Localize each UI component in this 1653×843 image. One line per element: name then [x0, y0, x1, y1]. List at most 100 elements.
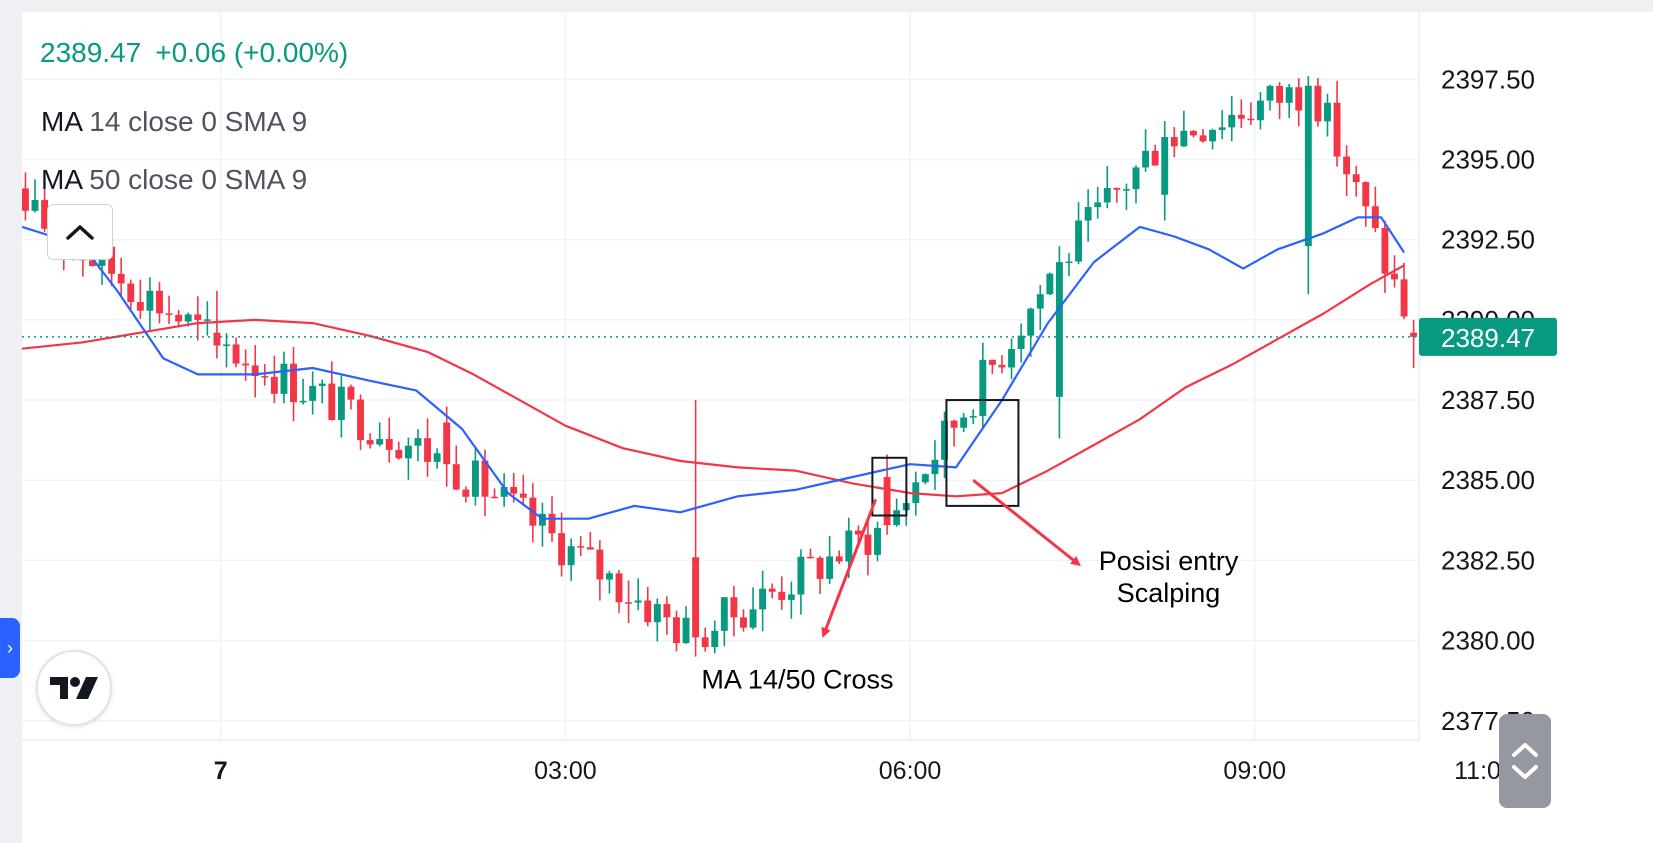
candle-body-up: [1180, 130, 1188, 147]
legend-ma50[interactable]: MA 50 close 0 SMA 9: [41, 164, 307, 196]
legend-ma14[interactable]: MA 14 close 0 SMA 9: [41, 106, 307, 138]
candle-body-up: [1142, 150, 1150, 168]
candle-body-down: [424, 438, 431, 462]
price-axis-bg: [1419, 12, 1653, 843]
ma14-line: [22, 216, 1406, 520]
candle-body-down: [519, 493, 527, 498]
price-tick-label: 2392.50: [1441, 225, 1535, 255]
candle-body-down: [41, 199, 49, 229]
candle-body-up: [1132, 167, 1140, 190]
candle-body-down: [1276, 86, 1284, 103]
candle-body-up: [759, 588, 767, 610]
candle-body-down: [89, 260, 96, 266]
candle-body-up: [1285, 87, 1293, 103]
candle-body-up: [31, 199, 39, 211]
candle-body-up: [1304, 85, 1312, 247]
candle-body-down: [270, 376, 278, 394]
candle-body-down: [644, 600, 652, 623]
scroll-buttons[interactable]: [1499, 714, 1551, 808]
candle-body-up: [797, 556, 805, 595]
candle-body-down: [232, 344, 240, 364]
sidebar-toggle[interactable]: ›: [0, 618, 20, 678]
price-tick-label: 2380.00: [1441, 626, 1535, 656]
ma50-line: [22, 264, 1405, 498]
candle-body-down: [1352, 174, 1360, 183]
time-tick-label: 03:00: [534, 757, 597, 785]
current-price-label: 2389.47: [1441, 323, 1535, 353]
candle-body-up: [960, 417, 968, 428]
candle-body-up: [1027, 308, 1035, 336]
candle-body-up: [787, 594, 795, 600]
candle-body-down: [998, 364, 1006, 368]
candle-body-down: [481, 460, 489, 497]
collapse-legend-button[interactable]: [47, 204, 113, 260]
candle-body-up: [299, 400, 307, 403]
candle-body-down: [510, 487, 518, 494]
candle-body-down: [692, 557, 700, 638]
time-tick-label: 06:00: [879, 757, 942, 785]
price-tick-label: 2395.00: [1441, 145, 1535, 175]
candle-body-down: [1189, 130, 1197, 136]
candle-body-up: [1228, 114, 1236, 128]
ma-cross-arrow: [821, 498, 877, 638]
candle-body-down: [673, 617, 680, 644]
candle-body-down: [251, 365, 259, 377]
time-axis: 7 03:00 06:00 09:00 11:00: [22, 739, 1515, 785]
candle-body-down: [701, 637, 709, 648]
candle-body-up: [146, 290, 154, 311]
candle-body-up: [1017, 335, 1025, 349]
candle-body-up: [845, 530, 853, 562]
candle-body-down: [1199, 135, 1207, 142]
price-header: 2389.47 +0.06 (+0.00%): [40, 37, 362, 69]
candle-body-up: [1065, 261, 1073, 264]
window-left-strip: [0, 0, 22, 843]
candle-body-up: [280, 363, 288, 394]
candle-body-down: [1333, 102, 1341, 157]
candle-body-down: [1314, 85, 1322, 122]
candle-body-down: [730, 597, 738, 618]
candle-body-up: [471, 460, 479, 497]
candle-body-up: [414, 438, 422, 446]
candle-body-down: [1113, 187, 1121, 190]
candle-body-down: [768, 588, 776, 592]
price-tick-label: 2385.00: [1441, 465, 1535, 495]
candle-body-up: [1257, 100, 1264, 121]
candle-body-down: [136, 302, 144, 311]
candle-body-up: [500, 487, 508, 497]
candle-body-up: [1075, 220, 1083, 262]
candle-body-down: [1295, 87, 1303, 111]
candle-body-down: [548, 513, 556, 534]
candle-body-up: [1036, 294, 1044, 309]
candle-body-up: [1008, 348, 1015, 368]
candle-body-up: [720, 597, 728, 631]
candle-body-down: [1410, 332, 1418, 337]
scroll-up-icon[interactable]: [1511, 742, 1539, 758]
candle-body-up: [682, 617, 690, 644]
candle-body-up: [826, 556, 834, 579]
candle-body-up: [605, 573, 613, 580]
candle-body-down: [156, 290, 163, 314]
candle-body-down: [596, 549, 604, 580]
ma-cross-box: [871, 456, 908, 517]
candle-body-down: [1170, 137, 1178, 147]
candle-body-up: [634, 600, 642, 603]
candle-body-down: [1362, 182, 1370, 207]
entry-arrow: [972, 479, 1081, 567]
candle-body-down: [290, 363, 297, 403]
current-price-label-bg: [1419, 317, 1557, 356]
tradingview-logo[interactable]: [36, 650, 112, 726]
last-price-value: 2389.47: [40, 37, 142, 68]
candle-body-down: [988, 359, 996, 365]
candle-body-down: [807, 556, 814, 559]
price-axis: 2397.502395.002392.502390.002387.502385.…: [1418, 12, 1653, 843]
tradingview-logo-icon: [50, 677, 98, 699]
candle-body-up: [1046, 273, 1054, 295]
candle-body-down: [1381, 228, 1389, 274]
candle-body-down: [443, 422, 451, 465]
price-tick-label: 2397.50: [1441, 64, 1535, 94]
candle-body-up: [223, 344, 230, 346]
window-top-strip: [0, 0, 1653, 12]
scroll-down-icon[interactable]: [1511, 764, 1539, 780]
